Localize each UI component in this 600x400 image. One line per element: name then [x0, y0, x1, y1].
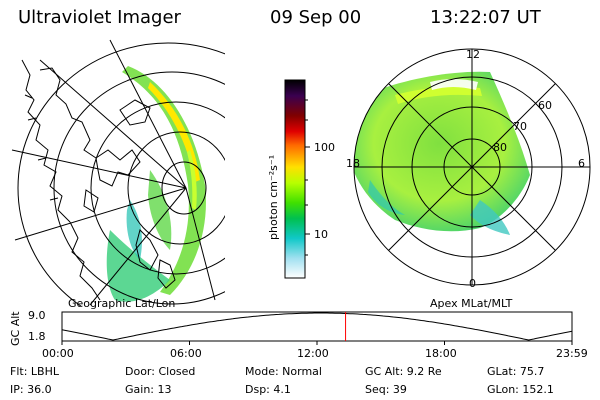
polar-grid [353, 48, 591, 286]
instrument-title: Ultraviolet Imager [18, 7, 181, 28]
lat-label-60: 60 [538, 99, 552, 112]
timeline-xtick-0600: 06:00 [170, 347, 202, 360]
status-filter: Flt: LBHL [10, 365, 59, 378]
mlt-label-6: 6 [578, 157, 585, 170]
status-glon: GLon: 152.1 [487, 383, 554, 396]
geo-grid [11, 39, 225, 306]
geographic-map [11, 39, 225, 306]
timeline-ytick-low: 1.8 [28, 330, 46, 343]
mlt-label-12: 12 [466, 48, 480, 61]
aurora-emission [106, 66, 206, 302]
status-gc-alt: GC Alt: 9.2 Re [365, 365, 442, 378]
mlt-label-0: 0 [469, 277, 476, 290]
altitude-timeline [61, 311, 573, 345]
status-mode: Mode: Normal [245, 365, 322, 378]
timeline-xtick-1200: 12:00 [297, 347, 329, 360]
colorbar-tick-100: 100 [314, 141, 335, 154]
status-seq: Seq: 39 [365, 383, 407, 396]
status-ip: IP: 36.0 [10, 383, 52, 396]
polar-oval-emission [354, 71, 530, 235]
colorbar-ticks [305, 99, 310, 256]
status-glat: GLat: 75.7 [487, 365, 545, 378]
status-door: Door: Closed [125, 365, 196, 378]
status-dsp: Dsp: 4.1 [245, 383, 291, 396]
timeline-xtick-0000: 00:00 [42, 347, 74, 360]
timeline-ytick-high: 9.0 [28, 309, 46, 322]
coastlines [21, 59, 176, 301]
polar-caption: Apex MLat/MLT [430, 297, 513, 310]
lat-label-80: 80 [493, 141, 507, 154]
timeline-xtick-2359: 23:59 [556, 347, 588, 360]
timeline-axis-label: GC Alt [9, 311, 22, 346]
lat-label-70: 70 [513, 120, 527, 133]
time-text: 13:22:07 UT [430, 7, 541, 28]
colorbar-unit-label: photon cm⁻²s⁻¹ [267, 154, 280, 240]
colorbar [284, 79, 306, 279]
timeline-xtick-1800: 18:00 [425, 347, 457, 360]
mlt-label-18: 18 [346, 157, 360, 170]
colorbar-tick-10: 10 [314, 228, 328, 241]
geographic-caption: Geographic Lat/Lon [68, 297, 176, 310]
polar-plot [353, 48, 591, 286]
date-text: 09 Sep 00 [270, 7, 362, 28]
status-gain: Gain: 13 [125, 383, 172, 396]
